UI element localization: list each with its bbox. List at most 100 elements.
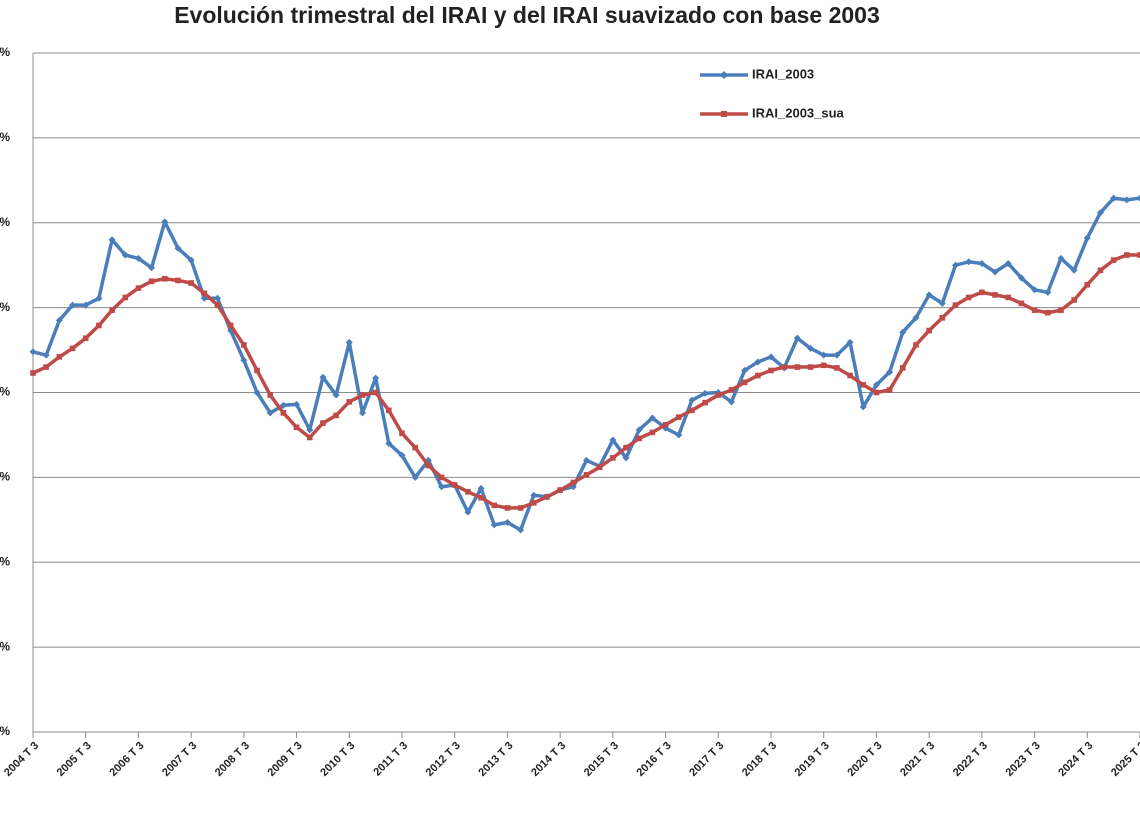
marker bbox=[1017, 274, 1025, 282]
marker bbox=[1083, 234, 1091, 242]
marker bbox=[925, 291, 933, 299]
x-tick-label: 2021 T 3 bbox=[898, 740, 937, 779]
x-tick-label: 2007 T 3 bbox=[160, 740, 199, 779]
marker bbox=[451, 482, 458, 488]
marker bbox=[649, 429, 656, 436]
marker bbox=[807, 364, 814, 370]
marker bbox=[96, 322, 102, 329]
marker bbox=[939, 315, 946, 321]
marker bbox=[675, 414, 682, 420]
marker bbox=[688, 396, 696, 404]
marker bbox=[992, 292, 998, 298]
x-tick-label: 2023 T 3 bbox=[1004, 740, 1043, 779]
x-tick-label: 2017 T 3 bbox=[687, 740, 726, 779]
marker bbox=[320, 420, 326, 426]
marker bbox=[807, 344, 815, 352]
marker bbox=[82, 301, 90, 309]
marker bbox=[465, 489, 471, 495]
marker bbox=[30, 370, 36, 376]
marker bbox=[991, 268, 999, 276]
x-tick-label: 2018 T 3 bbox=[740, 740, 779, 779]
marker bbox=[768, 367, 774, 374]
marker bbox=[29, 348, 37, 356]
x-tick-label: 2009 T 3 bbox=[266, 740, 305, 779]
marker bbox=[701, 389, 709, 397]
marker bbox=[926, 327, 932, 334]
marker bbox=[702, 399, 708, 406]
marker bbox=[201, 290, 208, 296]
marker bbox=[503, 518, 511, 526]
marker bbox=[675, 431, 683, 439]
marker bbox=[1136, 194, 1140, 202]
y-tick-label: % bbox=[0, 385, 10, 399]
marker bbox=[859, 403, 867, 411]
marker bbox=[965, 294, 972, 301]
marker bbox=[214, 302, 221, 308]
marker bbox=[240, 356, 248, 364]
x-tick-label: 2008 T 3 bbox=[213, 740, 252, 779]
marker bbox=[754, 358, 762, 366]
marker bbox=[438, 474, 445, 481]
marker bbox=[280, 410, 287, 416]
marker bbox=[490, 521, 498, 529]
marker bbox=[912, 314, 920, 322]
marker bbox=[109, 307, 115, 313]
marker bbox=[1044, 309, 1051, 316]
marker bbox=[135, 285, 142, 291]
marker bbox=[1044, 288, 1052, 296]
marker bbox=[530, 491, 538, 499]
marker bbox=[834, 365, 840, 371]
marker bbox=[622, 454, 630, 462]
marker bbox=[148, 264, 156, 272]
marker bbox=[623, 444, 629, 451]
marker bbox=[1097, 267, 1104, 274]
series-line bbox=[32, 253, 1140, 510]
marker bbox=[227, 322, 234, 329]
marker bbox=[1137, 252, 1140, 258]
marker bbox=[1110, 257, 1117, 263]
marker bbox=[359, 392, 366, 398]
y-tick-label: % bbox=[0, 215, 10, 229]
marker bbox=[82, 335, 89, 341]
marker bbox=[55, 316, 63, 324]
marker bbox=[886, 387, 893, 393]
marker bbox=[1084, 281, 1091, 288]
marker bbox=[254, 367, 260, 374]
marker bbox=[293, 400, 301, 408]
x-tick-label: 2014 T 3 bbox=[529, 740, 568, 779]
marker bbox=[122, 294, 129, 301]
marker bbox=[121, 251, 129, 259]
marker bbox=[69, 345, 76, 352]
marker bbox=[530, 500, 537, 506]
marker bbox=[1070, 266, 1078, 274]
marker bbox=[767, 353, 775, 361]
marker bbox=[557, 487, 563, 493]
marker bbox=[689, 407, 695, 414]
marker bbox=[820, 351, 828, 359]
marker bbox=[491, 502, 498, 509]
marker bbox=[42, 351, 50, 359]
marker bbox=[636, 435, 643, 442]
marker bbox=[267, 392, 274, 398]
marker bbox=[583, 472, 590, 478]
y-tick-label: % bbox=[0, 470, 10, 484]
marker bbox=[372, 389, 379, 396]
marker bbox=[1110, 194, 1118, 202]
legend-label: IRAI_2003_sua bbox=[752, 105, 845, 120]
marker bbox=[175, 277, 181, 284]
marker bbox=[425, 462, 432, 469]
marker bbox=[411, 473, 419, 481]
marker bbox=[635, 426, 643, 434]
marker bbox=[161, 218, 169, 226]
marker bbox=[319, 373, 327, 381]
marker bbox=[820, 362, 827, 369]
x-tick-label: 2022 T 3 bbox=[951, 740, 990, 779]
marker bbox=[727, 398, 735, 406]
x-tick-label: 2016 T 3 bbox=[635, 740, 674, 779]
marker bbox=[438, 483, 446, 491]
x-tick-label: 2020 T 3 bbox=[845, 740, 884, 779]
marker bbox=[464, 508, 472, 516]
marker bbox=[596, 464, 603, 470]
marker bbox=[979, 289, 985, 296]
marker bbox=[952, 261, 959, 269]
